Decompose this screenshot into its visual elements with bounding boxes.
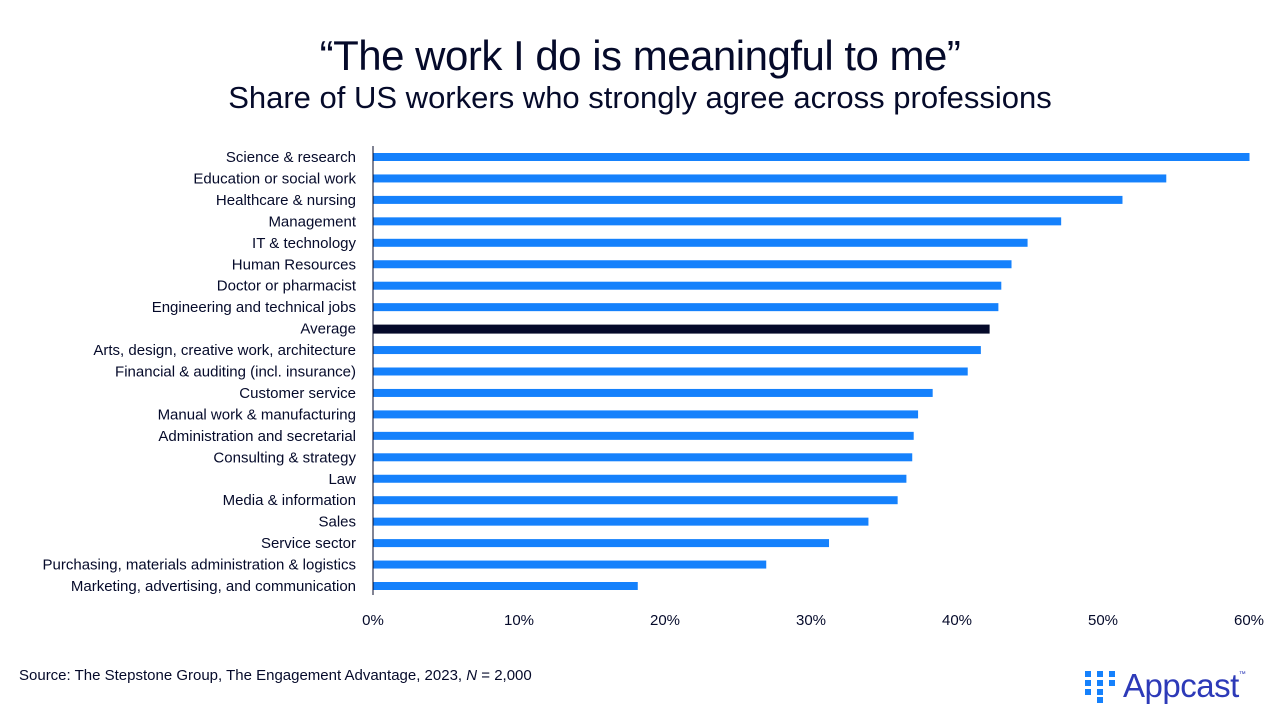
bar [373,453,913,462]
bar [373,153,1250,161]
bar [373,539,830,548]
category-label: Sales [318,514,356,531]
bar [373,410,919,419]
category-label: Marketing, advertising, and communicatio… [71,578,356,595]
bar [373,560,767,569]
bar [373,260,1012,269]
chart-subtitle: Share of US workers who strongly agree a… [228,80,1052,115]
bar [373,367,968,376]
bar [373,496,898,505]
source-note: Source: The Stepstone Group, The Engagem… [19,667,532,684]
category-label: Media & information [223,492,356,509]
category-label: Customer service [239,385,356,402]
bar [373,281,1002,290]
bar [373,474,907,483]
x-tick-label: 40% [942,612,972,629]
category-label: Service sector [261,535,356,552]
bar [373,346,981,355]
x-tick-label: 30% [796,612,826,629]
appcast-grid-icon [1085,671,1115,703]
x-tick-label: 50% [1088,612,1118,629]
category-label: Administration and secretarial [158,428,356,445]
category-label: Average [300,321,356,338]
bar [373,517,869,526]
x-tick-label: 0% [362,612,384,629]
logo-trademark: ™ [1238,671,1246,678]
category-label: Doctor or pharmacist [217,278,357,295]
appcast-logo: Appcast ™ [1085,667,1246,705]
category-label: Healthcare & nursing [216,192,356,209]
category-label: Financial & auditing (incl. insurance) [115,364,356,381]
bar [373,324,990,334]
category-label: Arts, design, creative work, architectur… [93,342,356,359]
chart-title: “The work I do is meaningful to me” [319,32,961,79]
bar [373,303,999,312]
category-label: Engineering and technical jobs [152,299,356,316]
bar [373,238,1028,247]
x-tick-label: 10% [504,612,534,629]
category-label: Human Resources [232,256,356,273]
bar [373,174,1167,183]
category-label: Law [328,471,356,488]
bar [373,388,933,397]
category-label: Purchasing, materials administration & l… [43,557,356,574]
category-label: Science & research [226,149,356,166]
bar-chart: Science & research Education or social wo… [43,146,1264,629]
category-label: Education or social work [193,170,356,187]
category-label: Management [268,213,356,230]
category-label: Consulting & strategy [213,449,356,466]
bar [373,195,1123,204]
x-tick-label: 60% [1234,612,1264,629]
category-label: Manual work & manufacturing [158,406,356,423]
bar [373,582,638,590]
x-tick-label: 20% [650,612,680,629]
logo-text: Appcast [1123,667,1239,704]
category-label: IT & technology [252,235,356,252]
bar [373,217,1062,226]
bar [373,431,914,440]
